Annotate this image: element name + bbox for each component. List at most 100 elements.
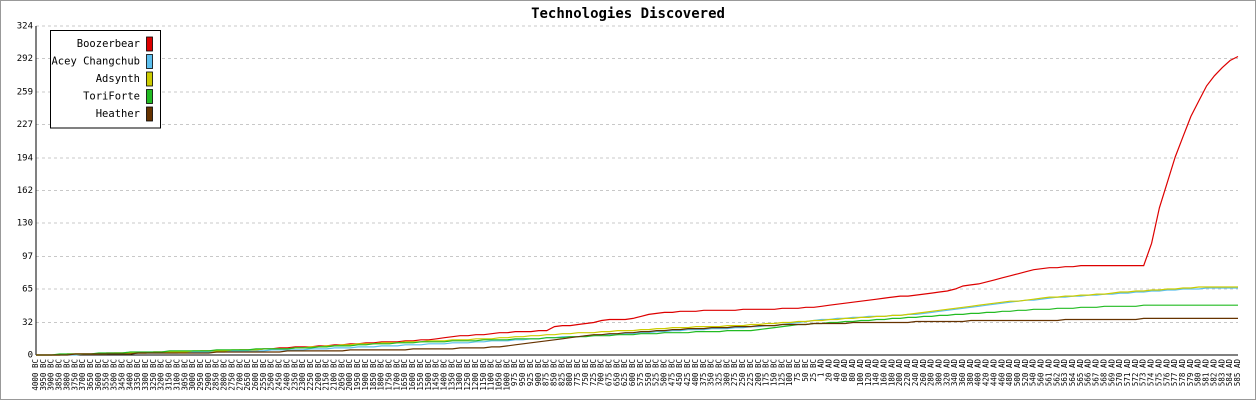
- x-tick-label: 550 BC: [644, 359, 653, 386]
- x-tick-label: 100 AD: [856, 359, 865, 387]
- x-tick-label: 581 AD: [1202, 359, 1211, 387]
- x-tick-label: 540 AD: [1029, 359, 1038, 387]
- x-tick-label: 375 BC: [699, 359, 708, 386]
- legend-swatch: [146, 54, 153, 69]
- x-tick-label: 240 AD: [911, 359, 920, 387]
- y-tick-label: 97: [22, 252, 33, 262]
- x-tick-label: 2250 BC: [306, 359, 315, 391]
- x-tick-label: 200 AD: [895, 359, 904, 387]
- x-tick-label: 25 BC: [809, 359, 818, 382]
- x-tick-label: 579 AD: [1186, 359, 1195, 387]
- x-tick-label: 3100 BC: [172, 359, 181, 391]
- y-tick-label: 259: [17, 88, 33, 98]
- x-tick-label: 400 BC: [691, 359, 700, 386]
- x-tick-label: 583 AD: [1217, 359, 1226, 387]
- x-tick-label: 2750 BC: [227, 359, 236, 391]
- x-tick-label: 3950 BC: [39, 359, 48, 391]
- x-tick-label: 2650 BC: [243, 359, 252, 391]
- x-tick-label: 569 AD: [1107, 359, 1116, 387]
- x-tick-label: 572 AD: [1131, 359, 1140, 387]
- x-tick-label: 380 AD: [966, 359, 975, 387]
- series-line: [36, 304, 1238, 356]
- x-tick-label: 500 AD: [1013, 359, 1022, 387]
- x-tick-label: 250 BC: [738, 359, 747, 386]
- x-tick-label: 560 AD: [1037, 359, 1046, 387]
- x-tick-label: 825 BC: [557, 359, 566, 386]
- x-tick-label: 3400 BC: [125, 359, 134, 391]
- x-tick-label: 2900 BC: [204, 359, 213, 391]
- x-tick-label: 1950 BC: [353, 359, 362, 391]
- x-tick-label: 75 BC: [793, 359, 802, 382]
- x-tick-label: 425 BC: [683, 359, 692, 386]
- x-tick-label: 1500 BC: [424, 359, 433, 391]
- x-tick-label: 2100 BC: [330, 359, 339, 391]
- legend-label: Acey Changchub: [51, 56, 140, 68]
- x-tick-label: 100 BC: [785, 359, 794, 386]
- x-tick-label: 1750 BC: [385, 359, 394, 391]
- x-tick-label: 320 AD: [942, 359, 951, 387]
- x-tick-label: 578 AD: [1178, 359, 1187, 387]
- y-tick-label: 32: [22, 318, 33, 328]
- x-tick-label: 975 BC: [510, 359, 519, 386]
- x-tick-label: 700 BC: [597, 359, 606, 386]
- x-tick-label: 675 BC: [605, 359, 614, 386]
- x-tick-label: 582 AD: [1209, 359, 1218, 387]
- x-tick-label: 280 AD: [927, 359, 936, 387]
- x-tick-label: 3700 BC: [78, 359, 87, 391]
- x-tick-label: 1650 BC: [400, 359, 409, 391]
- x-tick-label: 520 AD: [1021, 359, 1030, 387]
- legend-swatch: [146, 89, 153, 104]
- x-tick-label: 125 BC: [777, 359, 786, 386]
- legend-swatch: [146, 71, 153, 87]
- x-tick-label: 625 BC: [620, 359, 629, 386]
- x-tick-label: 3500 BC: [110, 359, 119, 391]
- series-line: [36, 317, 1238, 356]
- legend-swatch: [146, 36, 153, 52]
- x-tick-label: 575 AD: [1154, 359, 1163, 387]
- x-tick-label: 2200 BC: [314, 359, 323, 391]
- x-tick-label: 750 BC: [581, 359, 590, 386]
- x-tick-label: 1550 BC: [416, 359, 425, 391]
- x-tick-label: 585 AD: [1233, 359, 1242, 387]
- x-tick-label: 3750 BC: [70, 359, 79, 391]
- x-tick-label: 562 AD: [1052, 359, 1061, 387]
- x-tick-label: 775 BC: [573, 359, 582, 386]
- x-tick-label: 2400 BC: [282, 359, 291, 391]
- x-tick-label: 200 BC: [754, 359, 763, 386]
- x-tick-label: 300 BC: [722, 359, 731, 386]
- x-tick-label: 1100 BC: [487, 359, 496, 391]
- x-tick-label: 2500 BC: [267, 359, 276, 391]
- x-tick-label: 50 BC: [801, 359, 810, 382]
- y-tick-label: 65: [22, 284, 33, 294]
- x-tick-label: 576 AD: [1162, 359, 1171, 387]
- x-tick-label: 3600 BC: [94, 359, 103, 391]
- x-tick-label: 575 BC: [636, 359, 645, 386]
- x-tick-label: 300 AD: [934, 359, 943, 387]
- x-tick-label: 563 AD: [1060, 359, 1069, 387]
- x-tick-label: 3300 BC: [141, 359, 150, 391]
- x-tick-label: 2700 BC: [235, 359, 244, 391]
- x-tick-label: 1000 BC: [502, 359, 511, 391]
- x-tick-label: 20 AD: [824, 359, 833, 382]
- x-tick-label: 2600 BC: [251, 359, 260, 391]
- x-tick-label: 561 AD: [1044, 359, 1053, 387]
- x-tick-label: 1250 BC: [463, 359, 472, 391]
- x-tick-label: 1050 BC: [495, 359, 504, 391]
- x-tick-label: 2450 BC: [275, 359, 284, 391]
- x-tick-label: 1150 BC: [479, 359, 488, 391]
- x-tick-label: 1700 BC: [392, 359, 401, 391]
- x-tick-label: 1600 BC: [408, 359, 417, 391]
- y-tick-label: 162: [17, 186, 33, 196]
- x-tick-label: 3650 BC: [86, 359, 95, 391]
- x-tick-label: 500 BC: [659, 359, 668, 386]
- x-tick-label: 2850 BC: [212, 359, 221, 391]
- x-tick-label: 1300 BC: [455, 359, 464, 391]
- x-tick-label: 360 AD: [958, 359, 967, 387]
- x-tick-label: 565 AD: [1076, 359, 1085, 387]
- x-tick-label: 450 BC: [675, 359, 684, 386]
- x-tick-label: 2050 BC: [337, 359, 346, 391]
- x-tick-label: 3900 BC: [47, 359, 56, 391]
- x-tick-label: 3150 BC: [165, 359, 174, 391]
- x-tick-label: 1900 BC: [361, 359, 370, 391]
- x-tick-label: 400 AD: [974, 359, 983, 387]
